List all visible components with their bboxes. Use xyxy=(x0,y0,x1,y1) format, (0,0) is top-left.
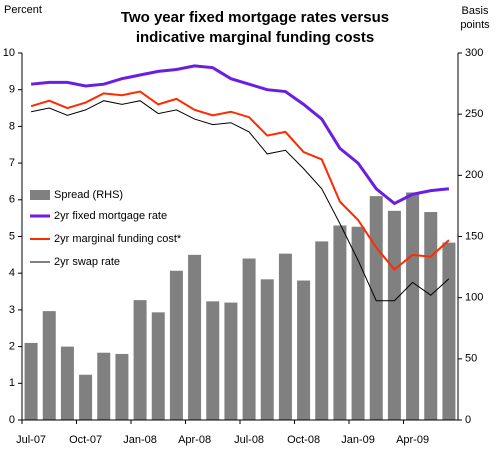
bar xyxy=(60,346,74,420)
bar xyxy=(369,196,383,420)
bar xyxy=(79,374,93,420)
chart-title: Two year fixed mortgage rates versus ind… xyxy=(120,9,390,46)
legend-label: 2yr swap rate xyxy=(54,256,120,268)
bar xyxy=(424,212,438,420)
x-tick-label: Jan-09 xyxy=(341,434,375,446)
bar xyxy=(333,225,347,420)
bar xyxy=(242,258,256,420)
x-tick-label: Apr-09 xyxy=(396,434,429,446)
bar xyxy=(442,242,456,420)
y-axis-label: Percent xyxy=(4,4,42,16)
y-tick-label: 10 xyxy=(3,47,15,59)
bar xyxy=(133,300,147,420)
bar xyxy=(278,253,292,420)
y-tick-label: 8 xyxy=(9,120,15,132)
y2-tick-label: 250 xyxy=(465,108,483,120)
x-tick-label: Jan-08 xyxy=(123,434,157,446)
y-tick-label: 2 xyxy=(9,341,15,353)
y2-tick-label: 200 xyxy=(465,169,483,181)
bar xyxy=(24,342,38,420)
x-tick-label: Apr-08 xyxy=(178,434,211,446)
y-tick-label: 0 xyxy=(9,414,15,426)
y-tick-label: 7 xyxy=(9,157,15,169)
y-tick-label: 6 xyxy=(9,194,15,206)
bar xyxy=(406,192,420,420)
legend-label: 2yr fixed mortgage rate xyxy=(54,210,167,222)
y2-tick-label: 0 xyxy=(465,414,471,426)
bar xyxy=(387,210,401,420)
bar xyxy=(206,301,220,420)
line-series xyxy=(30,100,450,302)
y2-tick-label: 50 xyxy=(465,353,477,365)
legend-swatch xyxy=(30,190,50,200)
y2-axis-label: Basis points xyxy=(460,5,490,31)
bar xyxy=(315,241,329,420)
x-tick-label: Oct-08 xyxy=(287,434,320,446)
bar xyxy=(115,353,129,420)
y2-tick-label: 150 xyxy=(465,230,483,242)
bar xyxy=(169,270,183,420)
y-tick-label: 3 xyxy=(9,304,15,316)
y-tick-label: 1 xyxy=(9,377,15,389)
legend-label: 2yr marginal funding cost* xyxy=(54,233,182,245)
bar xyxy=(188,254,202,420)
legend-label: Spread (RHS) xyxy=(54,189,123,201)
y-tick-label: 4 xyxy=(9,267,15,279)
bar xyxy=(42,311,56,420)
bar xyxy=(151,312,165,420)
x-tick-label: Jul-08 xyxy=(234,434,264,446)
bar xyxy=(351,226,365,420)
x-tick-label: Oct-07 xyxy=(69,434,102,446)
line-series xyxy=(30,64,450,206)
y2-tick-label: 300 xyxy=(465,47,483,59)
y-tick-label: 5 xyxy=(9,230,15,242)
bar xyxy=(97,352,111,420)
y-tick-label: 9 xyxy=(9,84,15,96)
line-series xyxy=(30,90,450,271)
y2-tick-label: 100 xyxy=(465,292,483,304)
bar xyxy=(260,279,274,420)
bar xyxy=(224,302,238,420)
bar xyxy=(297,280,311,420)
x-tick-label: Jul-07 xyxy=(16,434,46,446)
